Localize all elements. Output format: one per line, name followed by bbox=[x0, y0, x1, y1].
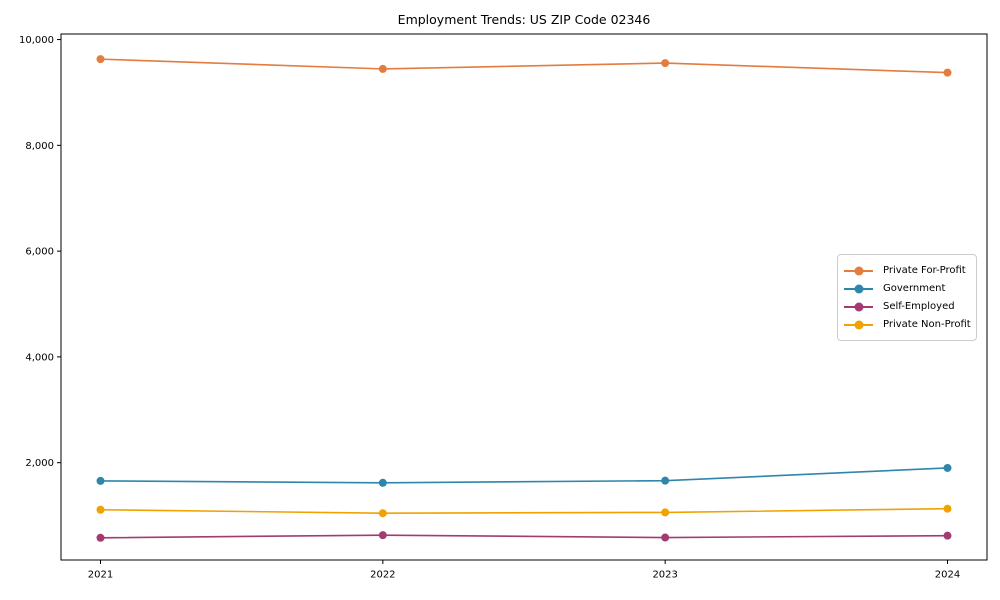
data-point-self-employed bbox=[661, 533, 670, 542]
legend-entry-private-non-profit: Private Non-Profit bbox=[838, 319, 976, 330]
y-tick-label: 2,000 bbox=[25, 458, 54, 469]
data-point-private-for-profit bbox=[378, 64, 387, 73]
legend-marker-dot-icon bbox=[854, 284, 863, 293]
data-point-private-for-profit bbox=[943, 68, 952, 77]
data-point-private-non-profit bbox=[96, 505, 105, 514]
legend-label: Self-Employed bbox=[883, 301, 955, 312]
legend-label: Private For-Profit bbox=[883, 265, 966, 276]
legend-entry-self-employed: Self-Employed bbox=[838, 301, 976, 312]
data-point-government bbox=[943, 463, 952, 472]
x-tick-label: 2022 bbox=[370, 570, 395, 581]
y-tick-label: 6,000 bbox=[25, 247, 54, 258]
legend-swatch-icon bbox=[844, 266, 873, 275]
legend-swatch-icon bbox=[844, 302, 873, 311]
legend-swatch-icon bbox=[844, 284, 873, 293]
x-tick-label: 2023 bbox=[652, 570, 677, 581]
legend: Private For-Profit Government Self-Employe… bbox=[837, 254, 977, 341]
series-line-private-for-profit bbox=[100, 58, 948, 74]
y-tick-label: 10,000 bbox=[19, 35, 54, 46]
legend-entry-government: Government bbox=[838, 283, 976, 294]
series-line-government bbox=[100, 467, 948, 484]
data-point-self-employed bbox=[378, 531, 387, 540]
legend-marker-dot-icon bbox=[854, 266, 863, 275]
legend-marker-dot-icon bbox=[854, 302, 863, 311]
data-point-private-non-profit bbox=[943, 504, 952, 513]
chart-title: Employment Trends: US ZIP Code 02346 bbox=[397, 12, 651, 27]
data-point-private-for-profit bbox=[96, 55, 105, 64]
legend-swatch-icon bbox=[844, 320, 873, 329]
plot-frame bbox=[60, 33, 988, 561]
data-point-government bbox=[96, 476, 105, 485]
series-line-private-non-profit bbox=[100, 507, 948, 514]
data-point-self-employed bbox=[96, 533, 105, 542]
legend-label: Government bbox=[883, 283, 946, 294]
series-line-self-employed bbox=[100, 534, 948, 539]
data-point-private-non-profit bbox=[378, 509, 387, 518]
legend-marker-dot-icon bbox=[854, 320, 863, 329]
x-tick-label: 2021 bbox=[88, 570, 113, 581]
legend-label: Private Non-Profit bbox=[883, 319, 971, 330]
data-point-self-employed bbox=[943, 531, 952, 540]
data-point-private-for-profit bbox=[661, 59, 670, 68]
y-tick-label: 4,000 bbox=[25, 352, 54, 363]
x-tick-label: 2024 bbox=[935, 570, 960, 581]
data-point-private-non-profit bbox=[661, 508, 670, 517]
data-point-government bbox=[378, 478, 387, 487]
y-tick-label: 8,000 bbox=[25, 141, 54, 152]
legend-entry-private-for-profit: Private For-Profit bbox=[838, 265, 976, 276]
data-point-government bbox=[661, 476, 670, 485]
